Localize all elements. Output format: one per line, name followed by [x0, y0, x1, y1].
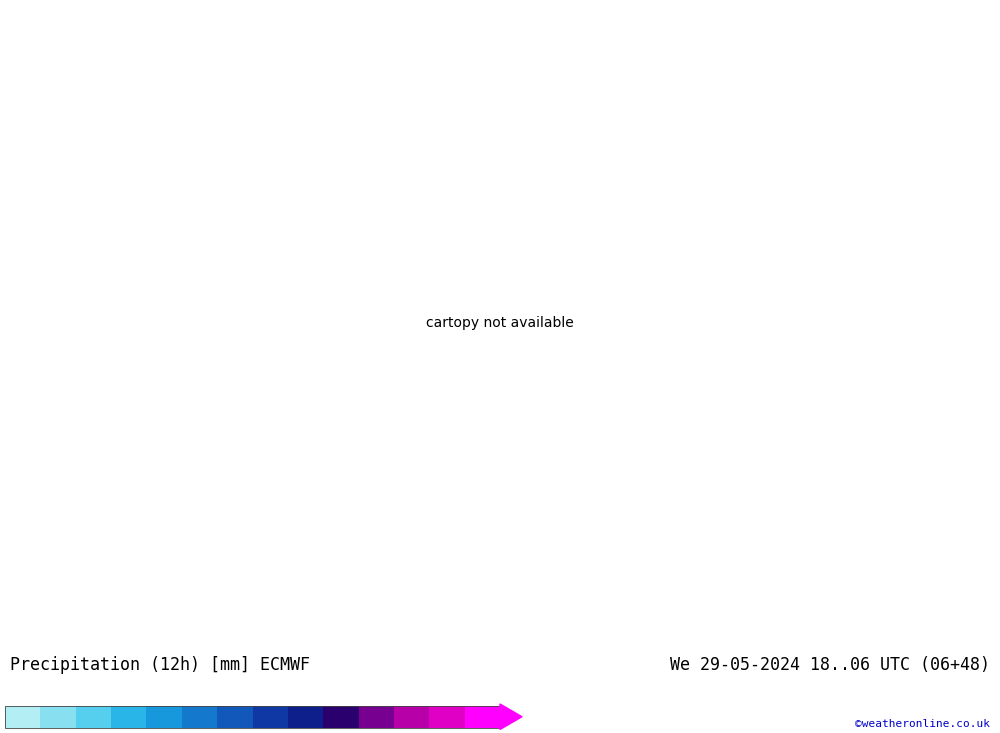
Text: ©weatheronline.co.uk: ©weatheronline.co.uk	[855, 718, 990, 729]
Bar	[359, 706, 394, 728]
Bar	[323, 706, 359, 728]
Bar	[146, 706, 182, 728]
Bar	[111, 706, 146, 728]
Bar	[182, 706, 217, 728]
Bar	[5, 706, 500, 728]
Bar	[252, 706, 288, 728]
Text: cartopy not available: cartopy not available	[426, 315, 574, 330]
Bar	[217, 706, 252, 728]
Text: Precipitation (12h) [mm] ECMWF: Precipitation (12h) [mm] ECMWF	[10, 655, 310, 674]
Bar	[76, 706, 111, 728]
Bar	[288, 706, 323, 728]
Bar	[429, 706, 465, 728]
Bar	[394, 706, 429, 728]
Bar	[40, 706, 76, 728]
Text: We 29-05-2024 18..06 UTC (06+48): We 29-05-2024 18..06 UTC (06+48)	[670, 655, 990, 674]
Polygon shape	[500, 704, 522, 729]
Bar	[5, 706, 40, 728]
Bar	[465, 706, 500, 728]
